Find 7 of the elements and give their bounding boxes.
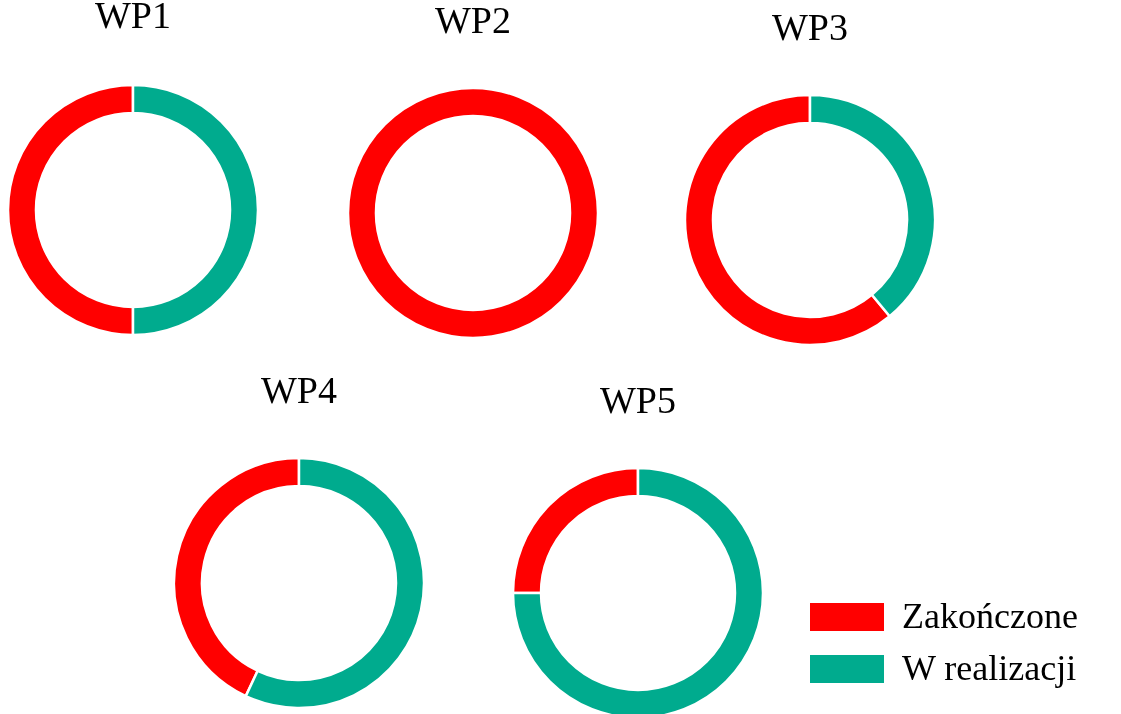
chart-title: WP4 bbox=[261, 369, 337, 411]
legend-label: W realizacji bbox=[902, 648, 1077, 688]
chart-title: WP1 bbox=[95, 0, 171, 36]
chart-title: WP3 bbox=[772, 6, 848, 48]
chart-title: WP5 bbox=[600, 379, 676, 421]
chart-title: WP2 bbox=[435, 0, 511, 41]
legend-label: Zakończone bbox=[902, 596, 1078, 636]
